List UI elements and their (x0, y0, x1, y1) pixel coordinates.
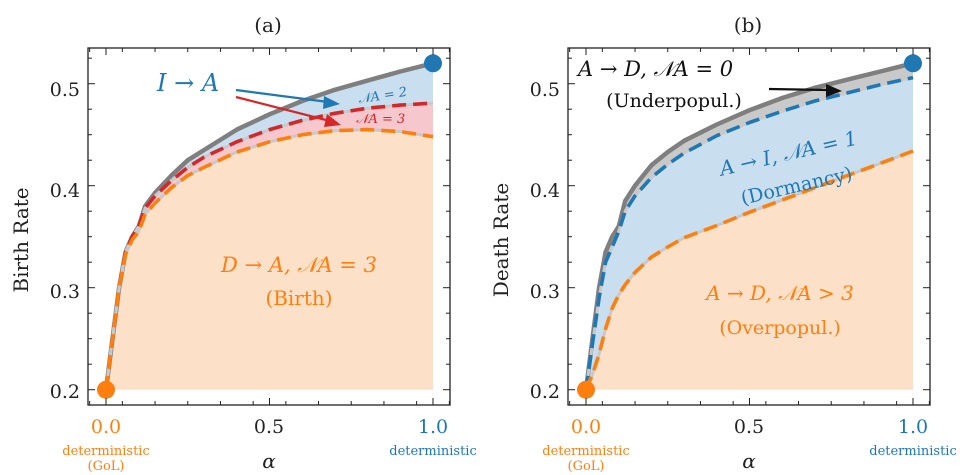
panel-a-annotation-top: I → A (156, 69, 219, 97)
panel-b-region-fill (586, 77, 913, 390)
panel-b-annotation-top-sub: (Underpopul.) (606, 90, 742, 112)
panel-b: (b) 0.2 0.3 0.4 0.5 0.0 0.5 1.0 determin… (489, 13, 957, 474)
panel-a-ticks (88, 48, 450, 405)
panel-b-xtick-note: deterministic (542, 444, 630, 459)
panel-b-ylabel: Death Rate (489, 183, 513, 297)
panel-b-marker (904, 54, 922, 73)
panel-a-xtick-label: 1.0 (418, 416, 448, 438)
panel-b-xtick-label: 1.0 (898, 416, 928, 438)
panel-b-ytick-label: 0.2 (530, 381, 560, 403)
panel-b-xtick-label: 0.5 (734, 416, 764, 438)
panel-a-marker (97, 380, 115, 399)
panel-b-title: (b) (734, 13, 762, 37)
panel-b-series-line (584, 149, 914, 391)
panel-a-title: (a) (254, 13, 282, 37)
panel-a-arrow-blue (235, 88, 340, 109)
panel-b-annotation-bottom-sub: (Overpopul.) (719, 317, 841, 339)
panel-b-marker (577, 380, 595, 399)
panel-a-region-fill (106, 129, 433, 390)
panel-a: (a) 0.2 0.3 0.4 0.5 0.0 0.5 1.0 determin… (9, 13, 477, 474)
panel-b-region-fill (586, 151, 913, 390)
panel-b-xtick-note: (GoL) (568, 459, 605, 474)
panel-b-xtick-note: deterministic (869, 444, 957, 459)
panel-a-marker (424, 54, 442, 73)
panel-a-ytick-label: 0.3 (50, 281, 80, 303)
panel-a-plot-area (97, 54, 442, 399)
panel-a-annotation-bottom-sub: (Birth) (265, 286, 332, 310)
panel-b-xlabel: α (742, 449, 756, 473)
panel-a-series-line (104, 127, 434, 390)
panel-a-xtick-label: 0.5 (254, 416, 284, 438)
panel-b-ytick-label: 0.5 (530, 79, 560, 101)
panel-b-ytick-label: 0.3 (530, 281, 560, 303)
panel-a-xtick-note: deterministic (62, 444, 150, 459)
panel-a-ytick-label: 0.4 (50, 180, 80, 202)
panel-b-xtick-label: 0.0 (571, 416, 601, 438)
panel-a-xtick-note: deterministic (389, 444, 477, 459)
panel-a-arrow-red (235, 95, 341, 127)
panel-b-series-line (584, 75, 914, 390)
panel-a-xlabel: α (262, 449, 276, 473)
panel-b-annotation-bottom: A → D, 𝒩A > 3 (704, 281, 854, 305)
panel-a-ytick-label: 0.5 (50, 79, 80, 101)
panel-a-annotation-bottom: D → A, 𝒩A = 3 (220, 253, 377, 277)
panel-b-arrow-black (768, 84, 842, 97)
panel-a-ytick-label: 0.2 (50, 381, 80, 403)
panel-a-xtick-note: (GoL) (88, 459, 125, 474)
panel-b-ticks (568, 48, 930, 405)
panel-b-annotation-top: A → D, 𝒩A = 0 (576, 57, 733, 81)
panel-a-xtick-label: 0.0 (91, 416, 121, 438)
panel-a-ylabel: Birth Rate (9, 187, 33, 292)
panel-b-plot-area (577, 54, 922, 399)
panel-b-ytick-label: 0.4 (530, 180, 560, 202)
panel-a-annotation-region3: 𝒩A = 3 (356, 112, 405, 127)
panel-b-series-line (583, 61, 914, 390)
